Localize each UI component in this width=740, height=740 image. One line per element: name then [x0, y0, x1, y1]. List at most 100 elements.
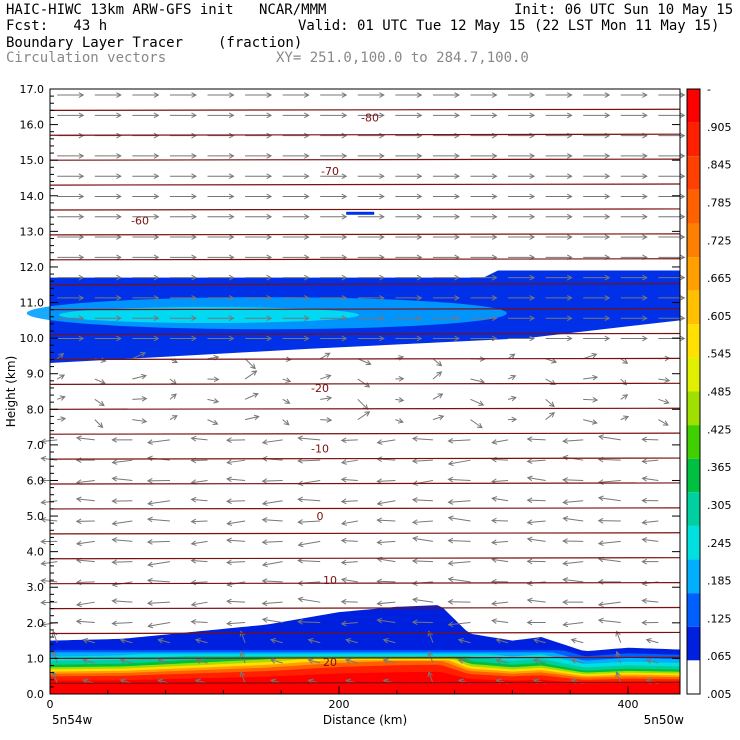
vector-shaft	[527, 477, 546, 481]
vector-shaft	[658, 419, 669, 426]
vector-head	[570, 658, 577, 664]
vector-arrow	[56, 352, 65, 360]
vector-arrow	[226, 559, 246, 566]
vector-shaft	[191, 498, 208, 502]
vector-shaft	[642, 477, 659, 481]
colorbar-swatch	[687, 626, 700, 661]
vector-head	[40, 455, 47, 462]
vector-head	[551, 358, 558, 364]
vector-head	[266, 274, 273, 281]
vector-head	[297, 557, 303, 564]
vector-arrow	[562, 516, 584, 522]
vector-head	[157, 658, 164, 664]
vector-arrow	[340, 598, 358, 605]
vector-head	[491, 153, 498, 159]
vector-head	[416, 92, 423, 98]
vector-arrow	[395, 335, 423, 342]
vector-arrow	[597, 617, 621, 624]
colorbar: - .905 .845 .785 .725 .665 .605 .545 .485 .425 .36…	[686, 83, 732, 701]
vector-arrow	[94, 213, 122, 220]
vector-arrow	[57, 92, 85, 98]
vector-arrow	[620, 153, 648, 159]
vector-arrow	[562, 538, 584, 544]
vector-head	[297, 496, 304, 503]
vector-arrow	[470, 419, 483, 429]
vector-shaft	[83, 639, 95, 644]
vector-arrow	[75, 435, 95, 442]
vector-arrow	[244, 358, 256, 370]
vector-shaft	[620, 394, 628, 400]
vector-arrow	[357, 398, 369, 410]
vector-arrow	[320, 274, 348, 281]
vector-arrow	[376, 539, 396, 546]
y-tick-label: 5.0	[27, 510, 45, 523]
vector-head	[261, 539, 268, 545]
vector-arrow	[190, 496, 208, 503]
vector-arrow	[620, 193, 648, 200]
circulation-vectors-layer	[40, 92, 686, 685]
vector-head	[228, 112, 235, 119]
vector-arrow	[340, 476, 358, 483]
vector-head	[78, 153, 85, 159]
vector-shaft	[346, 659, 358, 664]
vector-arrow	[376, 439, 396, 445]
vector-arrow	[307, 637, 321, 644]
colorbar-swatch	[687, 525, 700, 560]
vector-arrow	[207, 132, 235, 139]
model-title: HAIC-HIWC 13km ARW-GFS init	[6, 2, 234, 18]
vector-arrow	[491, 600, 509, 607]
vector-shaft	[270, 639, 283, 644]
vector-arrow	[82, 637, 95, 644]
vector-head	[270, 637, 277, 644]
vector-shaft	[148, 561, 171, 566]
vector-arrow	[244, 370, 258, 380]
vector-arrow	[111, 475, 133, 482]
vector-arrow	[432, 153, 460, 159]
vector-head	[60, 416, 67, 422]
vector-shaft	[492, 479, 509, 483]
vector-shaft	[227, 459, 246, 464]
vector-head	[379, 92, 385, 98]
vector-arrow	[207, 153, 235, 159]
vector-arrow	[75, 496, 95, 503]
vector-head	[604, 193, 611, 200]
vector-head	[228, 92, 235, 98]
vector-arrow	[340, 459, 358, 465]
vector-shaft	[583, 398, 598, 401]
vector-head	[642, 234, 648, 240]
vector-head	[526, 519, 533, 526]
vector-head	[226, 598, 232, 605]
vector-arrow	[239, 650, 246, 664]
isotherm-line	[49, 557, 681, 560]
isotherm-line	[49, 307, 681, 311]
vector-arrow	[526, 597, 546, 604]
vector-arrow	[597, 434, 621, 441]
vector-head	[397, 418, 404, 424]
vector-head	[228, 173, 235, 180]
vector-arrow	[412, 597, 433, 603]
vector-head	[116, 193, 122, 200]
vector-head	[111, 520, 118, 527]
vector-head	[592, 397, 599, 403]
vector-arrow	[245, 173, 273, 180]
vector-arrow	[583, 274, 611, 281]
x-tick-label: 400	[617, 698, 638, 711]
vector-head	[340, 476, 347, 483]
vector-head	[398, 376, 405, 382]
vector-shaft	[94, 398, 105, 406]
vector-arrow	[282, 234, 310, 240]
vector-shaft	[120, 639, 133, 644]
vector-arrow	[132, 153, 160, 159]
vector-shaft	[563, 500, 584, 503]
vector-arrow	[94, 153, 122, 159]
vector-head	[679, 254, 686, 261]
vector-head	[190, 518, 197, 525]
vector-head	[416, 234, 423, 240]
vector-shaft	[169, 378, 177, 385]
vector-shaft	[527, 499, 546, 502]
vector-arrow	[395, 234, 423, 240]
vector-head	[228, 335, 235, 342]
vector-shaft	[533, 639, 546, 644]
vector-head	[454, 274, 460, 281]
vector-arrow	[447, 599, 471, 605]
